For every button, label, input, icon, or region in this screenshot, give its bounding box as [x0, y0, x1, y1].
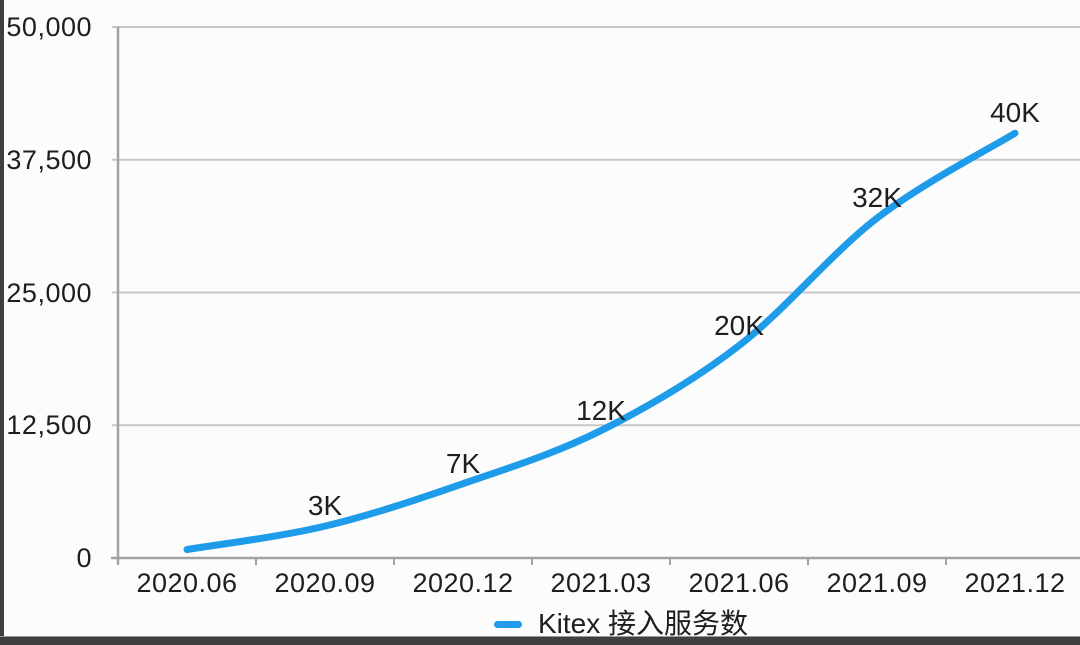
- x-axis-tick-label: 2020.09: [274, 568, 376, 598]
- data-point-label: 20K: [714, 309, 764, 341]
- y-axis-tick-label: 25,000: [6, 277, 92, 308]
- legend-label: Kitex 接入服务数: [537, 608, 749, 639]
- frame-left-edge: [0, 0, 4, 645]
- y-axis-tick-label: 37,500: [6, 144, 92, 175]
- y-axis-tick-label: 0: [76, 543, 92, 573]
- frame-bottom-edge: [0, 636, 1080, 645]
- y-axis-tick-label: 12,500: [6, 410, 92, 441]
- series-line: [183, 129, 1019, 554]
- x-axis-tick-label: 2021.12: [964, 568, 1066, 598]
- x-axis-tick-label: 2020.12: [412, 568, 514, 598]
- x-axis-tick-label: 2021.09: [826, 568, 928, 598]
- data-point-label: 7K: [445, 447, 481, 479]
- x-axis-tick-label: 2021.06: [688, 568, 790, 598]
- data-point-label: 32K: [852, 182, 902, 214]
- legend-line-swatch: [493, 620, 522, 628]
- legend: Kitex 接入服务数: [162, 606, 1080, 642]
- data-point-label: 12K: [576, 394, 626, 426]
- y-axis-tick-label: 50,000: [6, 12, 92, 42]
- x-axis-tick-label: 2020.06: [136, 568, 238, 598]
- data-point-label: 40K: [990, 97, 1040, 129]
- data-point-label: 3K: [307, 490, 343, 522]
- x-axis-tick-label: 2021.03: [550, 568, 652, 598]
